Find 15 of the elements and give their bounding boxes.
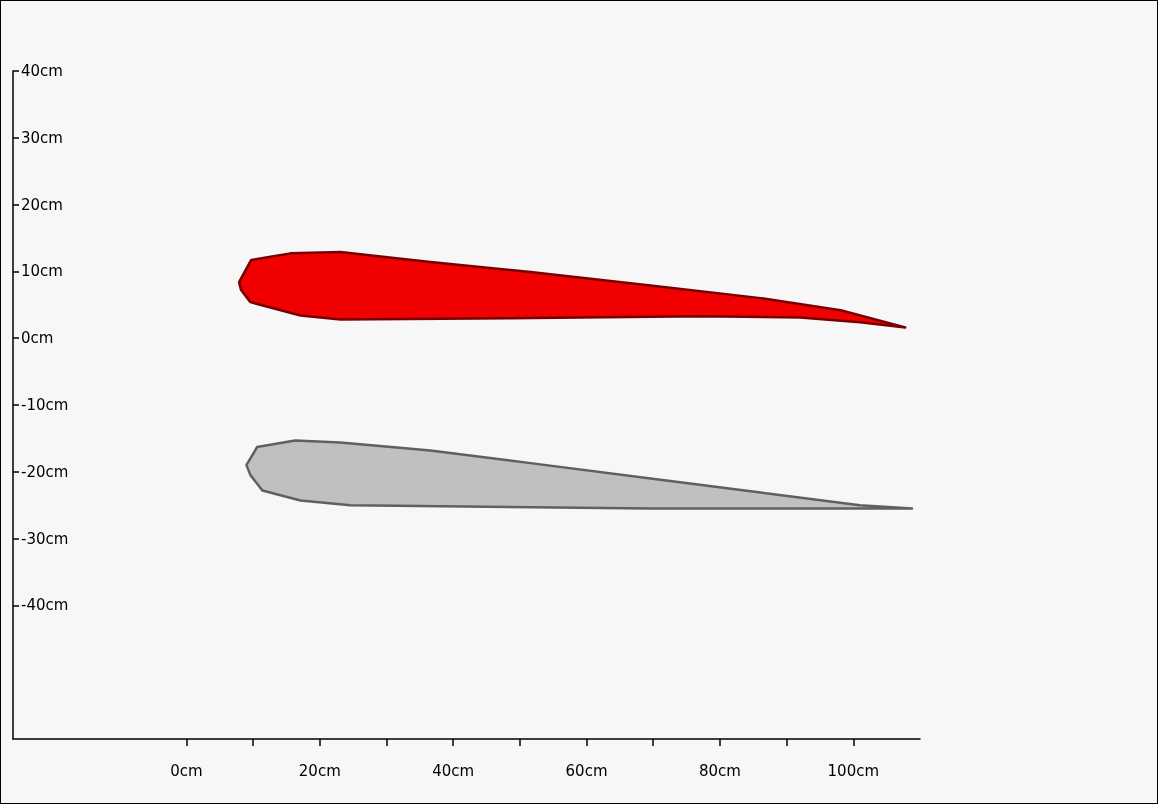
x-tick-label: 0cm (170, 761, 203, 780)
y-tick-label: 40cm (21, 62, 63, 80)
y-tick-label: -20cm (21, 462, 69, 481)
y-tick-label: 10cm (21, 262, 63, 281)
y-tick-label: 20cm (21, 195, 63, 214)
x-tick-label: 100cm (827, 761, 880, 780)
x-tick-label: 60cm (565, 761, 608, 780)
y-tick-label: -10cm (21, 396, 69, 414)
x-tick-label: 20cm (298, 761, 341, 780)
x-tick-label: 80cm (698, 761, 741, 780)
y-tick-label: -40cm (21, 596, 69, 615)
y-tick-label: 30cm (21, 128, 63, 147)
x-tick-label: 40cm (432, 761, 475, 780)
y-tick-label: 0cm (21, 329, 54, 348)
y-tick-label: -30cm (21, 529, 69, 548)
